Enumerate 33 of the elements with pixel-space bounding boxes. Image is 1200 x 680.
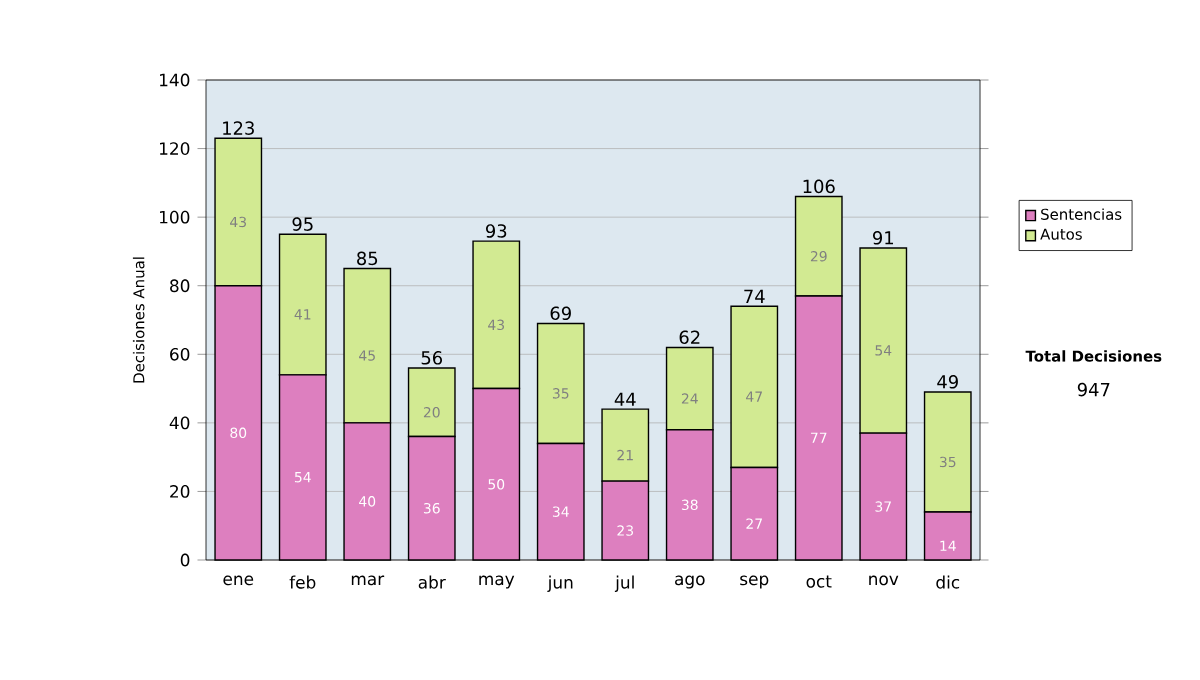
x-tick-label: nov — [869, 575, 899, 586]
total-label: 49 — [937, 375, 958, 389]
x-tick-label: mar — [351, 575, 385, 586]
total-label: 62 — [679, 330, 700, 345]
x-tick-label: dic — [936, 575, 960, 589]
total-label: 69 — [550, 306, 571, 321]
x-tick-label: may — [479, 575, 515, 589]
y-tick-label: 120 — [160, 142, 190, 155]
x-tick-label: sep — [740, 575, 769, 589]
x-tick-label: oct — [806, 575, 832, 588]
y-tick-label: 80 — [170, 279, 190, 293]
text: 947 — [1077, 382, 1110, 397]
total-label: 106 — [803, 179, 835, 194]
total-label: 95 — [292, 217, 313, 231]
y-tick-label: 140 — [160, 73, 190, 87]
x-tick-label: jul — [614, 575, 634, 592]
y-tick-label: 60 — [170, 347, 190, 361]
total-label: 44 — [614, 392, 636, 406]
y-tick-label: 20 — [170, 485, 190, 498]
x-tick-label: ago — [675, 575, 705, 589]
x-tick-label: ene — [223, 575, 254, 586]
y-tick-label: 0 — [180, 553, 190, 567]
total-label: 123 — [223, 121, 254, 135]
total-label: 56 — [421, 351, 443, 365]
total-label: 74 — [744, 289, 765, 303]
total-label: 91 — [872, 231, 894, 245]
y-tick-label: 40 — [169, 416, 190, 430]
total-label: 85 — [357, 251, 378, 266]
x-tick-label: feb — [289, 575, 316, 589]
y-tick-label: 100 — [160, 210, 190, 224]
x-tick-label: abr — [418, 575, 446, 589]
total-label: 93 — [485, 224, 507, 238]
x-tick-label: jun — [547, 575, 573, 592]
